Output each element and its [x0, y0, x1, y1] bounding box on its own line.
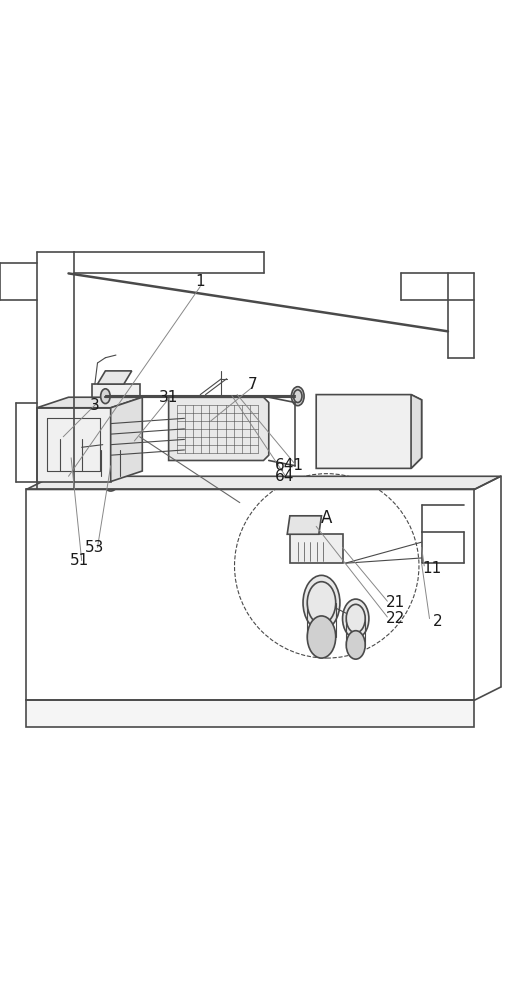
Ellipse shape	[97, 430, 124, 470]
Text: 7: 7	[248, 377, 258, 392]
Polygon shape	[287, 516, 321, 534]
Polygon shape	[111, 397, 142, 482]
Polygon shape	[92, 384, 140, 410]
Text: 11: 11	[423, 561, 442, 576]
Ellipse shape	[101, 389, 110, 404]
Polygon shape	[411, 395, 422, 468]
Ellipse shape	[291, 387, 304, 406]
Text: A: A	[321, 509, 333, 527]
Text: 64: 64	[275, 469, 294, 484]
Text: 1: 1	[196, 274, 205, 289]
Text: 22: 22	[386, 611, 405, 626]
Text: 31: 31	[159, 390, 178, 405]
Ellipse shape	[56, 417, 86, 462]
Polygon shape	[316, 395, 422, 468]
Polygon shape	[26, 700, 474, 727]
Text: 51: 51	[70, 553, 89, 568]
Polygon shape	[26, 476, 501, 489]
Text: 2: 2	[433, 614, 442, 629]
Text: 53: 53	[85, 540, 104, 555]
Polygon shape	[37, 397, 142, 408]
Polygon shape	[37, 408, 111, 482]
Ellipse shape	[307, 616, 336, 658]
Ellipse shape	[343, 599, 369, 638]
Ellipse shape	[346, 631, 365, 659]
Text: 3: 3	[90, 398, 100, 413]
Ellipse shape	[60, 454, 82, 488]
Polygon shape	[169, 397, 269, 460]
Text: 21: 21	[386, 595, 405, 610]
Ellipse shape	[101, 462, 120, 491]
Ellipse shape	[303, 575, 340, 630]
Polygon shape	[97, 371, 132, 384]
Polygon shape	[290, 534, 343, 563]
Text: 641: 641	[275, 458, 305, 473]
